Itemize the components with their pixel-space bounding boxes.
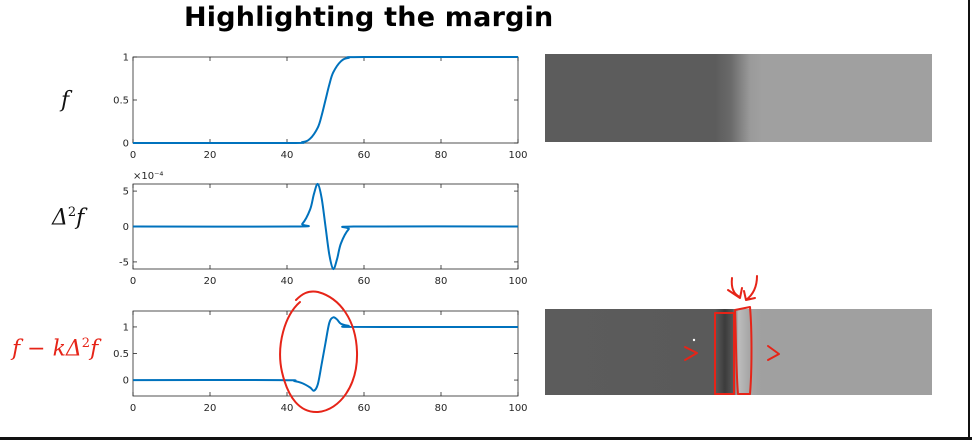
plot-2-xtick-label: 80 <box>435 276 448 287</box>
plot-2-xtick-label: 60 <box>358 276 371 287</box>
plot-2-ytick-label: 5 <box>123 187 129 198</box>
plot-3-ytick-label: 1 <box>123 322 129 333</box>
hand-annotations <box>279 275 780 414</box>
plot-1-ytick-label: 1 <box>123 53 129 64</box>
plot-3-xtick-label: 40 <box>281 403 294 414</box>
original-image <box>545 54 932 142</box>
plot-3-series-line <box>132 316 519 392</box>
plot-3-xtick-label: 20 <box>204 403 217 414</box>
plot-1-series-line <box>132 55 519 145</box>
plot-3-xtick-label: 100 <box>508 403 527 414</box>
plot-1-xtick-label: 0 <box>130 150 136 161</box>
plot-2-xtick-label: 100 <box>508 276 527 287</box>
equation-sharpened-tail: f <box>90 336 99 362</box>
equation-sharpened-head: f − kΔ <box>12 336 82 362</box>
plot-2-exponent-label: ×10⁻⁴ <box>133 171 163 182</box>
plot-3-xtick-label: 60 <box>358 403 371 414</box>
plot-2-ytick-label: -5 <box>119 257 129 268</box>
plot-1-xtick-label: 100 <box>508 150 527 161</box>
arrow-left-annotation <box>727 277 743 299</box>
equation-laplacian-exponent: 2 <box>67 205 77 220</box>
plot-2-ytick-label: 0 <box>123 222 129 233</box>
circle-annotation <box>279 290 359 414</box>
equation-laplacian-tail: f <box>76 205 85 231</box>
greater-sign-right <box>767 345 780 361</box>
equation-sharpened-exponent: 2 <box>81 336 91 351</box>
plot-1-xtick-label: 80 <box>435 150 448 161</box>
plot-3-ytick-label: 0 <box>123 376 129 387</box>
plot-1-xtick-label: 20 <box>204 150 217 161</box>
sharpened-image <box>545 309 932 395</box>
plot-2-xtick-label: 40 <box>281 276 294 287</box>
plot-1-ytick-label: 0 <box>123 139 129 150</box>
slide-title: Highlighting the margin <box>184 2 554 33</box>
plot-2-series-line <box>132 183 519 270</box>
equation-laplacian: Δ2f <box>52 205 84 230</box>
sample-dot <box>692 338 696 342</box>
equation-laplacian-base: Δ <box>52 205 68 231</box>
plot-2-xtick-label: 20 <box>204 276 217 287</box>
plot-3-axes-box <box>132 310 519 397</box>
equation-sharpened: f − kΔ2f <box>12 336 98 361</box>
plot-1-xtick-label: 40 <box>281 150 294 161</box>
bright-band-box <box>734 306 753 395</box>
greater-sign-left <box>684 346 698 361</box>
plot-3-xtick-label: 80 <box>435 403 448 414</box>
right-edge-rule <box>968 0 970 437</box>
dark-band-box <box>714 312 735 395</box>
plot-3-ytick-label: 0.5 <box>113 349 129 360</box>
arrow-right-annotation <box>743 275 758 301</box>
plot-1-ytick-label: 0.5 <box>113 96 129 107</box>
equation-f-text: f <box>61 88 70 113</box>
plot-3-xtick-label: 0 <box>130 403 136 414</box>
plot-1-xtick-label: 60 <box>358 150 371 161</box>
plot-2-xtick-label: 0 <box>130 276 136 287</box>
bottom-rule <box>0 437 972 440</box>
equation-f: f <box>61 88 69 113</box>
